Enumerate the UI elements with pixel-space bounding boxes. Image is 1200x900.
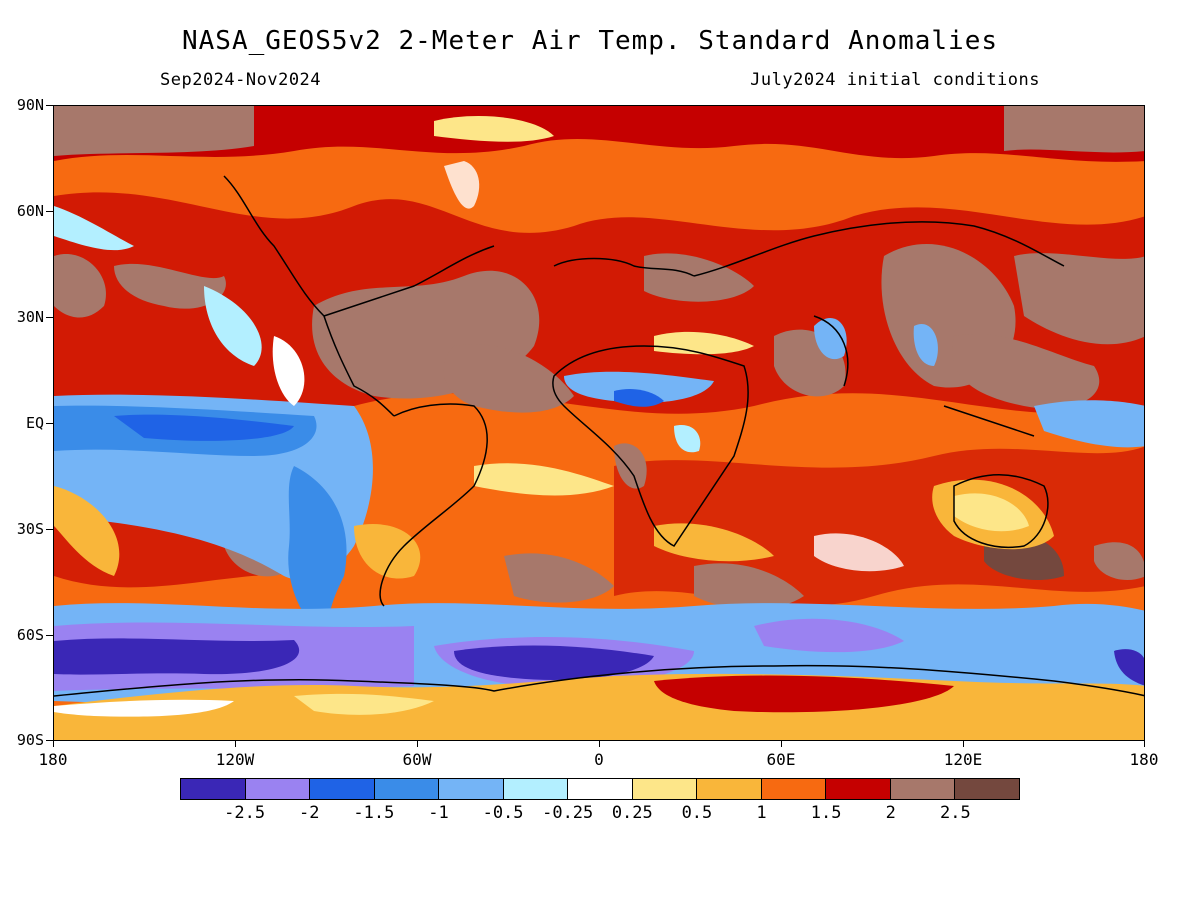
lon-label-60w: 60W [402, 750, 432, 769]
color-legend-label: 2.5 [940, 803, 971, 823]
color-legend-label: 2 [885, 803, 896, 823]
color-legend-swatch [632, 779, 698, 799]
lat-tick [46, 211, 53, 212]
color-legend-label: -1 [428, 803, 449, 823]
color-legend-label: 0.5 [681, 803, 713, 823]
lon-tick [1144, 741, 1145, 747]
anomaly-map-canvas [54, 106, 1144, 740]
lat-tick [46, 529, 53, 530]
lon-tick [53, 741, 54, 747]
color-legend-swatch [245, 779, 311, 799]
color-legend-swatch [761, 779, 827, 799]
lat-tick [46, 317, 53, 318]
lat-tick [46, 105, 53, 106]
color-legend-swatch [310, 779, 375, 799]
color-legend-label: -0.5 [482, 803, 524, 823]
color-legend-label: -1.5 [353, 803, 395, 823]
lon-label-60e: 60E [766, 750, 796, 769]
lon-tick [599, 741, 600, 747]
color-legend-swatch [181, 779, 246, 799]
color-legend-label: -2 [298, 803, 320, 823]
lat-label-90s: 90S [16, 731, 44, 749]
lon-label-180-east: 180 [1129, 750, 1159, 769]
color-legend-swatch [374, 779, 440, 799]
color-legend-swatch [697, 779, 762, 799]
anomaly-map [53, 105, 1145, 741]
color-legend-swatch [955, 779, 1019, 799]
initial-conditions: July2024 initial conditions [750, 70, 1040, 90]
lon-label-120w: 120W [215, 750, 255, 769]
color-legend-swatch [503, 779, 569, 799]
color-legend-swatch [890, 779, 956, 799]
lon-tick [417, 741, 418, 747]
lon-label-180-west: 180 [38, 750, 68, 769]
lat-label-60n: 60N [16, 202, 44, 220]
color-legend-label: -2.5 [224, 803, 266, 823]
color-legend-swatch [439, 779, 504, 799]
color-legend-bar [180, 778, 1020, 800]
lon-tick [781, 741, 782, 747]
color-legend-swatch [568, 779, 633, 799]
color-legend-label: 1.5 [810, 803, 842, 823]
lat-label-eq: EQ [25, 414, 44, 432]
color-legend-label: 0.25 [611, 803, 653, 823]
lat-tick [46, 635, 53, 636]
lon-tick [963, 741, 964, 747]
lat-label-90n: 90N [16, 96, 44, 114]
color-legend-swatch [826, 779, 891, 799]
color-legend-label: 1 [756, 803, 767, 823]
lon-label-0: 0 [594, 750, 604, 769]
color-legend-label: -0.25 [542, 803, 594, 823]
lat-label-60s: 60S [16, 626, 44, 644]
lon-tick [235, 741, 236, 747]
map-title: NASA_GEOS5v2 2-Meter Air Temp. Standard … [181, 26, 998, 56]
lon-label-120e: 120E [943, 750, 983, 769]
lat-label-30n: 30N [16, 308, 44, 326]
lat-label-30s: 30S [16, 520, 44, 538]
forecast-period: Sep2024-Nov2024 [160, 70, 322, 90]
lat-tick [46, 423, 53, 424]
lat-tick [46, 740, 53, 741]
